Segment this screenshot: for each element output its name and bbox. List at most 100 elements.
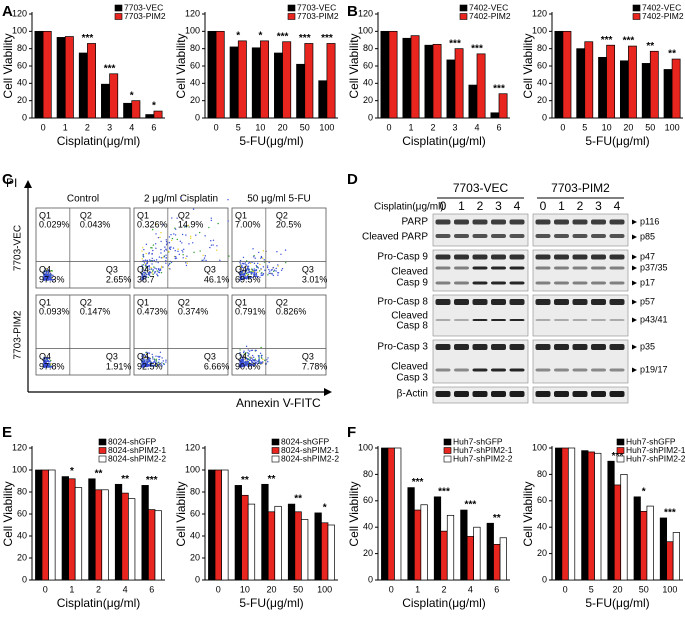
- flow-event: [262, 257, 264, 259]
- bar: [446, 59, 456, 119]
- flow-event: [247, 268, 249, 271]
- size-marker: p19/17: [640, 364, 668, 374]
- significance: **: [95, 468, 103, 479]
- x-tick-label: 2: [441, 584, 446, 594]
- blot-band: [509, 368, 525, 372]
- size-marker: p116: [640, 216, 659, 226]
- flow-event: [253, 274, 256, 276]
- flow-event: [244, 262, 247, 264]
- flow-event: [244, 276, 247, 278]
- y-axis-label: Cell Viability: [1, 33, 15, 98]
- flow-event: [253, 356, 255, 359]
- flow-event: [171, 237, 174, 240]
- flow-event: [145, 355, 147, 358]
- x-tick-label: 3: [107, 122, 112, 132]
- flow-event: [165, 254, 167, 256]
- blot-band: [509, 254, 525, 260]
- blot-band: [554, 234, 569, 238]
- y-tick-label: 60: [537, 495, 547, 505]
- flow-event: [160, 252, 162, 254]
- flow-event: [258, 357, 260, 359]
- blot-band: [554, 391, 569, 397]
- bar: [101, 83, 110, 119]
- legend-label: Huh7-shGFP: [626, 436, 676, 446]
- flow-event: [143, 274, 145, 276]
- y-tick-label: 100: [358, 26, 373, 36]
- blot-band: [472, 344, 488, 350]
- quadrant-percent: 0.029%: [39, 219, 70, 229]
- flow-event: [260, 255, 263, 258]
- flow-event: [165, 249, 168, 251]
- flow-event: [250, 349, 252, 352]
- blot-band: [472, 219, 488, 225]
- bar: [388, 30, 398, 119]
- flow-event: [144, 269, 147, 271]
- flow-event: [253, 362, 256, 364]
- bar: [659, 517, 668, 581]
- legend-swatch: [114, 13, 123, 20]
- flow-event: [43, 276, 45, 278]
- band-label: Pro-Casp 8: [377, 297, 428, 308]
- flow-event: [241, 262, 244, 265]
- blot-band: [472, 234, 488, 238]
- x-axis-label: Cisplatin(μg/ml): [57, 134, 141, 148]
- flow-event: [148, 264, 150, 267]
- flow-event: [142, 277, 144, 280]
- flow-event: [165, 259, 167, 262]
- bar: [215, 30, 225, 119]
- flow-event: [277, 264, 279, 266]
- x-tick-label: 2: [85, 122, 90, 132]
- blot-band: [509, 281, 525, 285]
- flow-event: [249, 358, 251, 360]
- flow-event: [160, 257, 163, 259]
- flow-event: [261, 362, 263, 365]
- y-tick-label: 120: [185, 442, 200, 452]
- bar: [114, 483, 123, 581]
- size-marker: p17: [640, 277, 655, 287]
- flow-event: [154, 243, 157, 245]
- flow-event: [210, 217, 212, 219]
- significance: *: [236, 31, 240, 42]
- quadrant-name: Q2: [178, 210, 190, 220]
- flow-event: [268, 261, 270, 264]
- legend-swatch: [271, 455, 280, 463]
- flow-event: [143, 364, 145, 367]
- flow-event: [179, 240, 182, 243]
- flow-event: [151, 260, 154, 262]
- flow-event: [185, 257, 187, 260]
- legend-swatch: [98, 455, 107, 463]
- bar: [109, 73, 119, 119]
- blot-band: [591, 219, 606, 225]
- flow-event: [49, 279, 52, 281]
- marker-arrow: [632, 367, 637, 373]
- flow-event: [243, 276, 246, 278]
- flow-event: [258, 355, 260, 358]
- flow-event: [148, 253, 150, 255]
- size-marker: p37/35: [640, 262, 668, 272]
- flow-event: [250, 273, 252, 275]
- flow-event: [51, 274, 53, 276]
- flow-event: [141, 360, 143, 363]
- flow-event: [165, 244, 168, 246]
- legend-swatch: [632, 13, 641, 20]
- flow-event: [254, 273, 256, 275]
- band-label: Cleaved: [391, 267, 428, 278]
- flow-event: [249, 356, 251, 359]
- flow-event: [51, 366, 54, 368]
- bar: [327, 524, 335, 581]
- legend-swatch: [459, 13, 468, 20]
- flow-plot: [35, 294, 131, 376]
- quadrant-name: Q4: [235, 264, 247, 274]
- flow-event: [144, 264, 147, 267]
- flow-event: [177, 250, 179, 253]
- panel-label: D: [347, 171, 358, 188]
- flow-event: [269, 270, 271, 272]
- flow-event: [243, 272, 246, 275]
- flow-event: [159, 269, 161, 272]
- flow-event: [141, 250, 143, 252]
- flow-event: [174, 257, 177, 260]
- flow-event: [262, 250, 265, 252]
- legend-swatch: [287, 13, 296, 20]
- flow-event: [47, 269, 50, 271]
- flow-event: [268, 272, 270, 274]
